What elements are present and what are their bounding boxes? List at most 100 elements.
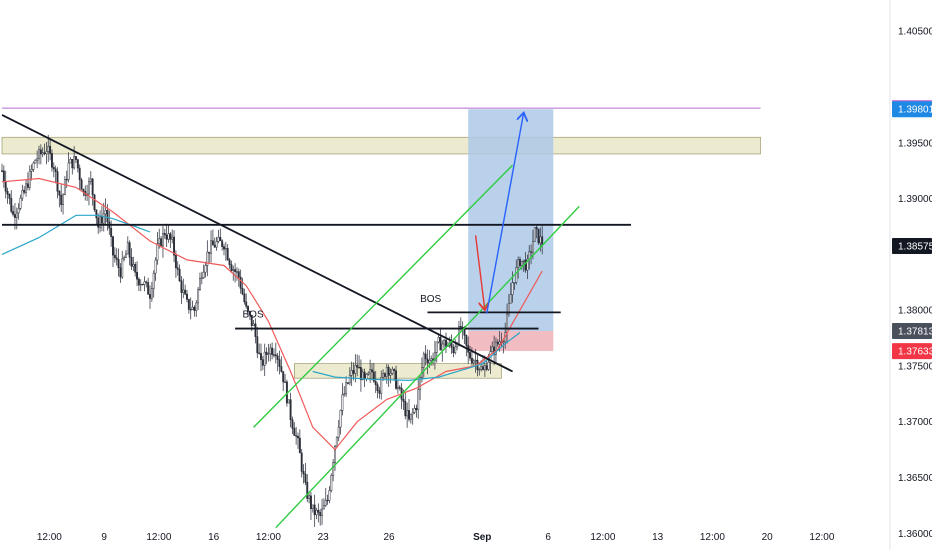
candle-body: [23, 189, 26, 193]
candle-body: [430, 358, 433, 361]
candle-body: [139, 283, 142, 286]
candle-body: [406, 410, 409, 417]
candle-body: [365, 374, 368, 380]
candle-body: [322, 505, 325, 510]
candle-body: [496, 341, 499, 345]
candle-body: [193, 306, 196, 311]
candle-body: [8, 193, 11, 199]
candle-body: [311, 504, 314, 509]
candle-body: [415, 407, 418, 411]
price-tick-label: 1.40500: [898, 27, 932, 38]
candle-body: [450, 342, 453, 348]
candle-body: [191, 306, 194, 310]
bos-label: BOS: [243, 309, 264, 320]
price-tag-label: 1.37633: [898, 347, 932, 358]
candle-body: [361, 371, 364, 380]
candle-body: [43, 152, 46, 155]
candle-body: [537, 228, 540, 244]
candle-body: [507, 302, 510, 315]
candle-body: [422, 353, 425, 368]
candle-body: [239, 276, 242, 289]
candle-body: [213, 244, 216, 248]
drawings-layer: BOS BOS: [1, 107, 761, 529]
channel-lower-line: [275, 205, 580, 529]
candle-body: [367, 372, 370, 375]
candle-body: [2, 170, 5, 182]
candle-body: [376, 384, 379, 391]
candle-body: [221, 240, 224, 247]
candle-body: [530, 251, 533, 253]
candle-body: [137, 278, 140, 286]
candle-body: [517, 259, 520, 268]
candle-body: [152, 272, 155, 289]
candle-body: [26, 183, 29, 188]
candle-body: [276, 355, 279, 360]
candle-body: [261, 359, 264, 366]
candle-body: [51, 153, 53, 168]
candle-body: [426, 358, 429, 364]
candle-body: [248, 311, 251, 316]
candle-body: [293, 427, 296, 436]
candle-body: [160, 238, 163, 247]
candle-body: [524, 259, 527, 271]
candle-body: [165, 234, 168, 240]
candle-body: [350, 370, 353, 376]
candle-body: [197, 289, 200, 304]
candle-body: [443, 339, 446, 345]
candle-body: [21, 189, 24, 199]
candle-body: [243, 293, 246, 303]
candle-body: [73, 156, 76, 169]
candle-body: [265, 351, 268, 355]
candle-body: [250, 314, 253, 326]
candle-body: [19, 197, 22, 209]
candle-body: [6, 190, 9, 195]
candle-body: [232, 269, 235, 271]
candle-body: [208, 251, 211, 254]
candle-body: [539, 236, 542, 244]
candle-body: [382, 373, 385, 378]
candle-body: [319, 512, 322, 516]
candle-body: [389, 373, 392, 376]
candle-body: [95, 209, 98, 219]
candle-body: [178, 268, 181, 282]
candle-body: [313, 504, 316, 516]
price-tick-label: 1.37000: [898, 417, 932, 428]
candle-body: [308, 495, 311, 499]
candle-body: [163, 232, 166, 236]
candle-body: [354, 365, 357, 374]
candle-body: [237, 271, 240, 278]
candle-body: [206, 251, 209, 266]
price-tag-label: 1.37813: [898, 327, 932, 338]
candle-body: [396, 386, 399, 389]
candle-body: [67, 162, 70, 180]
candle-body: [278, 359, 281, 367]
candle-body: [437, 337, 440, 343]
moving-averages-layer: [1, 177, 543, 451]
candle-body: [82, 189, 85, 192]
candle-body: [408, 410, 410, 420]
candle-body: [526, 258, 529, 271]
candle-body: [202, 271, 205, 279]
candle-body: [273, 354, 275, 356]
candle-body: [169, 233, 172, 240]
price-tick-label: 1.39000: [898, 194, 932, 205]
candle-body: [78, 167, 81, 181]
candle-body: [391, 369, 394, 374]
candle-body: [306, 482, 309, 499]
candle-body: [506, 313, 509, 334]
candle-body: [369, 369, 372, 374]
candle-body: [282, 371, 285, 383]
candle-body: [378, 390, 381, 394]
candle-body: [509, 294, 512, 304]
candle-body: [145, 281, 148, 283]
candle-body: [363, 371, 366, 380]
candle-body: [485, 365, 488, 370]
candle-body: [184, 289, 187, 295]
candle-body: [245, 301, 248, 307]
candle-body: [199, 278, 201, 290]
candle-body: [15, 212, 18, 218]
candle-body: [180, 280, 183, 293]
candle-body: [324, 499, 327, 506]
candle-body: [487, 361, 490, 370]
